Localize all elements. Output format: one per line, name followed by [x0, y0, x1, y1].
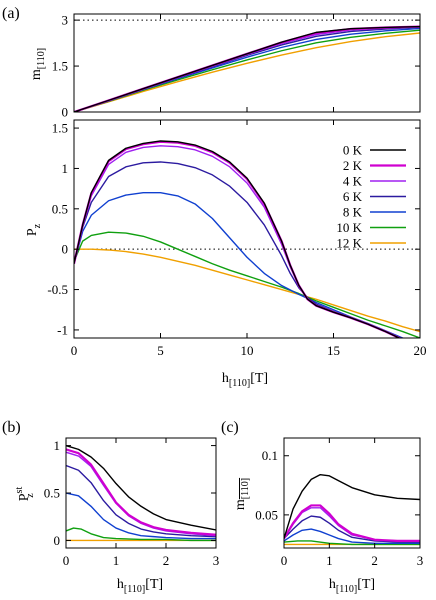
panel-a-main-plot: 0 5 10 15 20 -1 -0.5 0 0.5 1 1.5 Pz h[110][T] 0 K2 K4…: [25, 119, 427, 389]
series-line-8k: [66, 492, 216, 540]
series-group: [74, 140, 420, 338]
series-line-8k: [74, 191, 405, 338]
x-tick-label: 1: [326, 553, 333, 568]
panel-c-plot: 0 1 2 30.050.1m[110]h[110][T]: [233, 437, 424, 595]
series-line-0k: [74, 25, 420, 112]
legend-label-10k: 10 K: [336, 220, 362, 235]
y-tick-label: -1: [57, 322, 68, 337]
series-line-2k: [284, 504, 420, 543]
series-line-0k: [284, 473, 420, 539]
x-axis-label: h[110][T]: [329, 577, 375, 595]
x-tick-label: 2: [371, 553, 378, 568]
y-axis-label-sub: [110]: [36, 48, 47, 69]
series-line-10k: [74, 231, 420, 338]
y-tick-label: 0.5: [44, 486, 60, 501]
x-axis-label-main: h: [117, 577, 124, 592]
y-axis-label-sub: [110]: [240, 478, 251, 499]
y-tick-label: -0.5: [47, 282, 68, 297]
y-tick-label: 0: [62, 105, 69, 120]
y-tick-label: 1.5: [52, 121, 68, 136]
y-tick-label: 0.5: [52, 201, 68, 216]
series-line-6k: [74, 26, 420, 112]
y-tick-label: 0.1: [262, 448, 278, 463]
legend-label-8k: 8 K: [343, 205, 363, 220]
y-axis-label-sub: z: [25, 493, 36, 498]
series-group: [74, 25, 420, 112]
series-line-6k: [74, 161, 403, 338]
x-tick-label: 0: [281, 553, 288, 568]
x-tick-label: 0: [63, 553, 70, 568]
legend-label-4k: 4 K: [343, 174, 363, 189]
x-tick-label: 1: [113, 553, 120, 568]
legend-label-12k: 12 K: [336, 236, 362, 251]
legend-label-0k: 0 K: [343, 143, 363, 158]
x-axis-label-unit: [T]: [357, 577, 375, 592]
y-axis-label: m[110]: [29, 48, 47, 80]
x-axis-label: h[110][T]: [222, 371, 268, 389]
x-axis-label-unit: [T]: [145, 577, 163, 592]
plot-frame: [283, 437, 421, 549]
series-line-2k: [66, 448, 216, 536]
panel-label-b: (b): [2, 419, 21, 436]
x-tick-label: 15: [327, 343, 340, 358]
y-tick-label: 0: [54, 533, 61, 548]
panel-label-a: (a): [2, 5, 20, 22]
y-axis-label: m[110]: [233, 478, 251, 510]
x-axis-label-main: h: [222, 371, 229, 386]
x-tick-label: 3: [417, 553, 424, 568]
series-line-10k: [74, 29, 420, 112]
series-group: [66, 444, 216, 542]
panel-b-plot: 0 1 2 3 0 0.5 1 Pstz h[110][T]: [14, 437, 220, 595]
series-line-8k: [74, 27, 420, 112]
x-axis-label-sub: [110]: [336, 584, 357, 595]
y-tick-label: 3: [62, 13, 69, 28]
x-tick-label: 5: [157, 343, 164, 358]
legend-label-2k: 2 K: [343, 158, 363, 173]
x-axis-label-sub: [110]: [229, 378, 250, 389]
legend: 0 K2 K4 K6 K8 K10 K12 K: [336, 143, 406, 251]
y-axis-label-sub: z: [32, 223, 43, 228]
series-line-4k: [284, 507, 420, 542]
series-line-10k: [66, 527, 216, 542]
series-line-4k: [74, 145, 401, 338]
x-axis-label-sub: [110]: [124, 584, 145, 595]
x-axis-label-unit: [T]: [250, 371, 268, 386]
y-tick-label: 0: [62, 242, 69, 257]
series-line-12k: [74, 32, 420, 112]
x-axis-label: h[110][T]: [117, 577, 163, 595]
series-line-12k: [74, 248, 420, 333]
y-tick-label: 1: [62, 161, 69, 176]
panel-label-c: (c): [221, 419, 239, 436]
y-tick-label: 1.5: [52, 59, 68, 74]
y-axis-label-main: m: [233, 499, 248, 510]
x-tick-label: 20: [414, 343, 427, 358]
series-group: [284, 473, 420, 546]
y-axis-label-sup: st: [14, 487, 25, 494]
y-axis-label-main: P: [17, 493, 32, 501]
y-axis-label: Pz: [25, 223, 43, 236]
series-line-0k: [66, 444, 216, 531]
series-line-8k: [284, 528, 420, 544]
x-axis-label-main: h: [329, 577, 336, 592]
series-line-6k: [284, 515, 420, 543]
y-axis-label-main: P: [25, 228, 40, 236]
x-tick-label: 2: [163, 553, 170, 568]
legend-label-6k: 6 K: [343, 189, 363, 204]
plot-frame: [65, 437, 217, 549]
x-tick-label: 0: [71, 343, 78, 358]
panel-a-top-plot: 0 1.5 3 m[110]: [29, 13, 421, 120]
x-tick-label: 3: [213, 553, 220, 568]
x-tick-label: 10: [241, 343, 254, 358]
y-axis-label-main: m: [29, 69, 44, 80]
series-line-0k: [74, 140, 401, 338]
series-line-6k: [66, 464, 216, 538]
y-tick-label: 0.05: [255, 507, 278, 522]
y-axis-label: Pstz: [14, 487, 36, 502]
y-tick-label: 1: [54, 438, 61, 453]
